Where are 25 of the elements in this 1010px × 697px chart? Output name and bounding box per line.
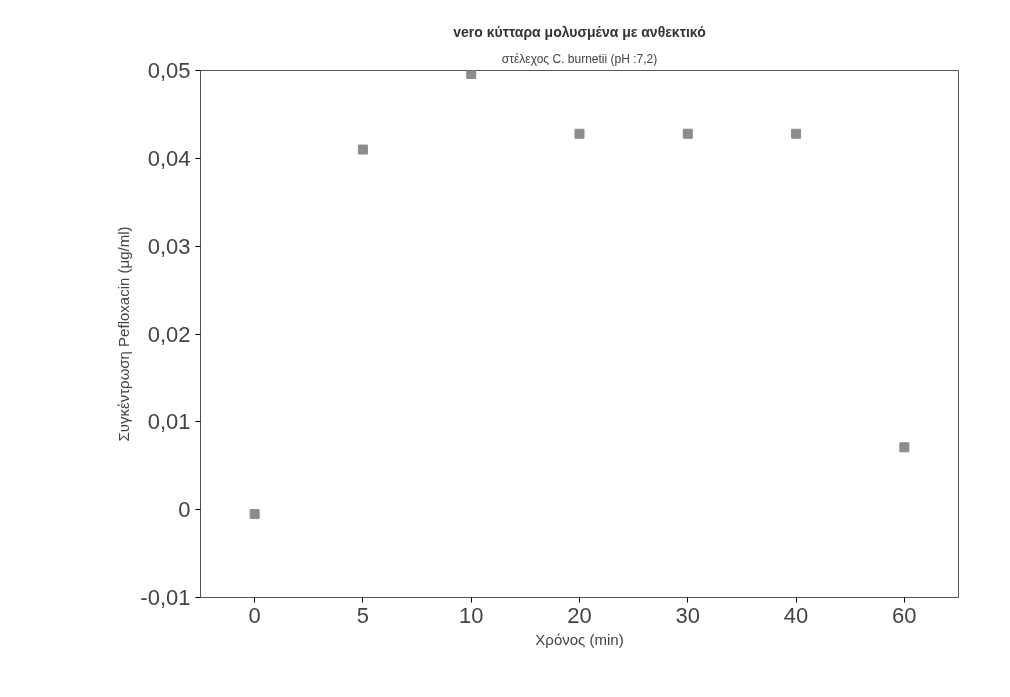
chart-title: vero κύτταρα μολυσμένα με ανθεκτικό — [453, 23, 706, 40]
x-tick-label: 40 — [783, 602, 809, 628]
x-axis-title: Χρόνος (min) — [535, 630, 624, 648]
y-tick-label: 0,04 — [147, 145, 191, 171]
x-tick-label: 10 — [458, 602, 484, 628]
x-tick-label: 5 — [356, 602, 370, 628]
x-tick-label: 30 — [675, 602, 701, 628]
point — [682, 128, 693, 139]
y-tick-label: 0 — [178, 497, 191, 523]
y-tick-label: 0,01 — [147, 409, 191, 435]
y-axis-title: Συγκέντρωση Pefloxacin (μg/ml) — [115, 226, 133, 442]
chart-subtitle: στέλεχος C. burnetii (pH :7,2) — [501, 51, 658, 66]
y-tick-label: 0,03 — [147, 233, 191, 259]
point — [574, 128, 585, 139]
point — [791, 128, 802, 139]
point — [357, 144, 368, 155]
y-tick-label: 0,02 — [147, 321, 191, 347]
x-tick-label: 60 — [892, 602, 917, 628]
x-tick-label: 20 — [567, 602, 592, 628]
y-tick-label: -0,01 — [140, 585, 191, 610]
point — [466, 70, 477, 80]
x-tick-label: 0 — [248, 602, 261, 628]
point — [249, 509, 260, 520]
y-tick-label: 0,05 — [147, 58, 191, 83]
point — [899, 442, 910, 453]
